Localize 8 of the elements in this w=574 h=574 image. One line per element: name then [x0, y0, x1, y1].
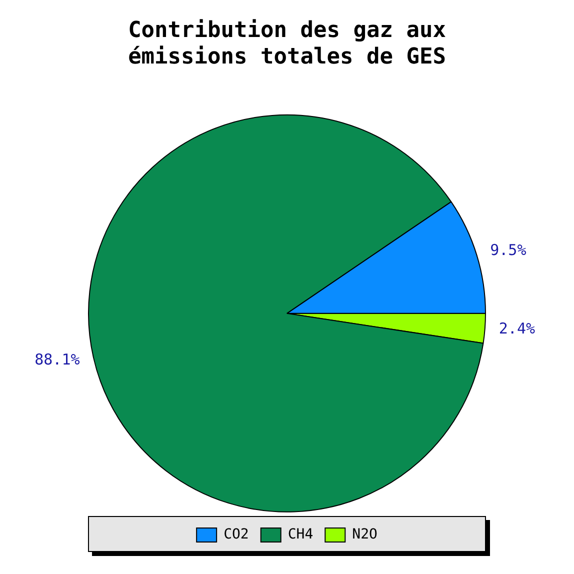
data-label: 88.1%	[34, 350, 80, 368]
text: Contribution des gaz aux	[128, 18, 446, 43]
data-label: 2.4%	[498, 319, 536, 338]
text: émissions totales de GES	[128, 44, 446, 70]
legend-label: N2O	[352, 526, 378, 543]
legend-label: CO2	[224, 526, 249, 543]
data-label: 9.5%	[490, 240, 526, 259]
legend-label: CH4	[288, 526, 314, 543]
